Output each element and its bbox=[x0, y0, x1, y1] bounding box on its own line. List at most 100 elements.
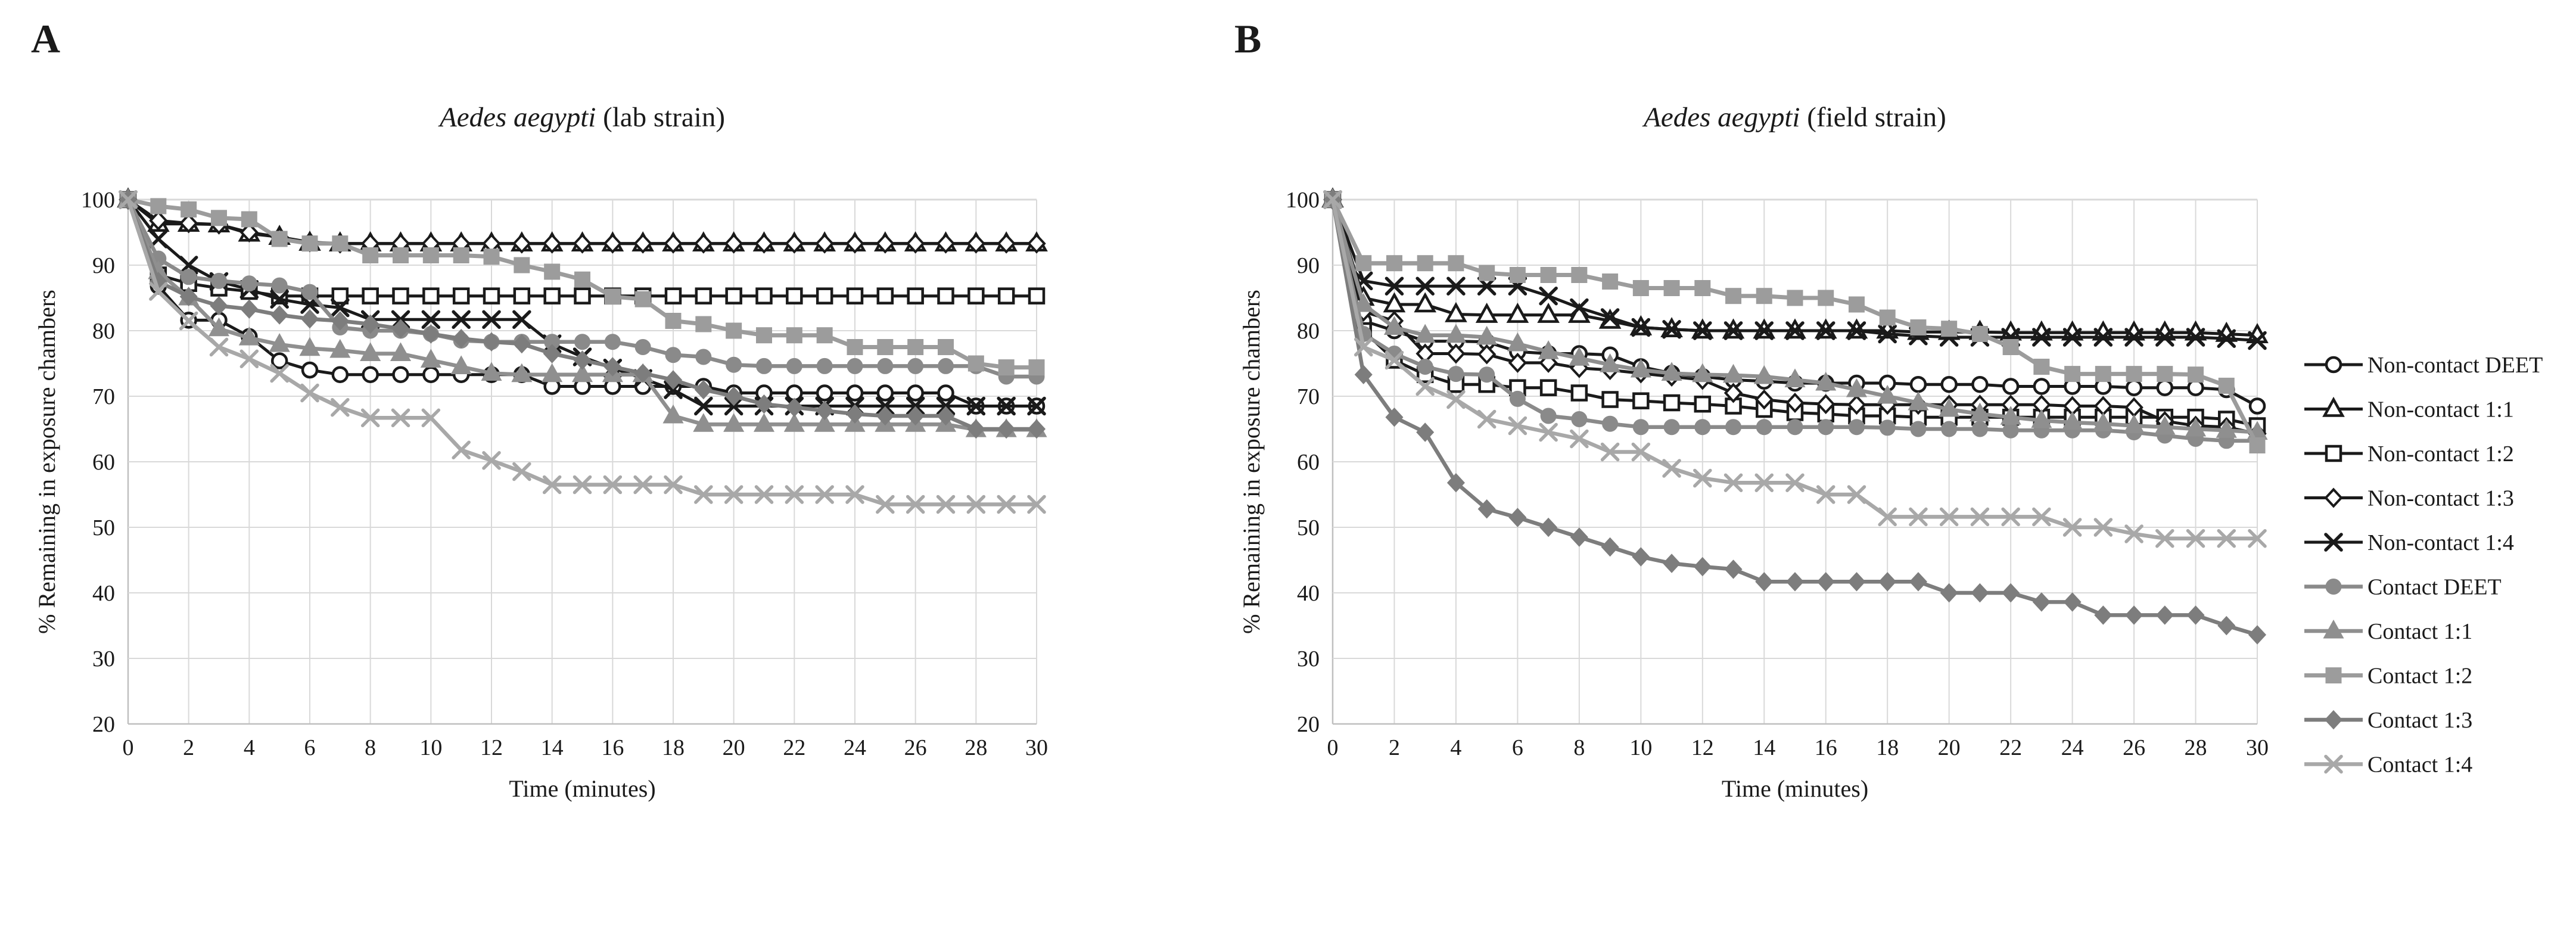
marker-x-contact-1-4 bbox=[1662, 459, 1681, 478]
marker-x-non-contact-1-4 bbox=[1754, 321, 1774, 340]
legend-entry-label: Non-contact 1:1 bbox=[2367, 397, 2514, 422]
marker-diamond-contact-1-3 bbox=[1940, 583, 1958, 603]
marker-x-non-contact-1-4 bbox=[1693, 321, 1712, 340]
legend-entry-label: Contact 1:4 bbox=[2367, 753, 2472, 778]
marker-square-contact-1-2 bbox=[332, 235, 349, 252]
marker-x-contact-1-4 bbox=[906, 495, 925, 514]
marker-triangle-contact-1-1 bbox=[1476, 325, 1498, 345]
marker-x-non-contact-1-4 bbox=[2217, 329, 2236, 348]
x-tick-label: 30 bbox=[2246, 735, 2269, 760]
marker-x-contact-1-4 bbox=[1508, 416, 1527, 436]
y-tick-label: 50 bbox=[1297, 515, 1320, 540]
marker-diamond-contact-1-3 bbox=[1477, 499, 1496, 519]
marker-x-contact-1-4 bbox=[482, 451, 501, 470]
marker-x-non-contact-1-4 bbox=[2248, 331, 2267, 350]
y-tick-label: 20 bbox=[1297, 712, 1320, 737]
marker-triangle-contact-1-1 bbox=[1722, 363, 1744, 383]
marker-diamond-contact-1-3 bbox=[937, 406, 955, 426]
marker-x-contact-1-4 bbox=[1354, 337, 1373, 357]
series-contact-1-3 bbox=[119, 189, 1046, 439]
marker-square-contact-1-2 bbox=[514, 257, 530, 273]
marker-triangle-contact-1-1 bbox=[2062, 411, 2083, 430]
marker-triangle-contact-1-1 bbox=[390, 342, 412, 361]
marker-diamond-non-contact-1-3 bbox=[239, 222, 259, 243]
marker-x-non-contact-1-4 bbox=[482, 310, 501, 329]
marker-triangle-contact-1-1 bbox=[208, 317, 230, 337]
marker-triangle-contact-1-1 bbox=[1753, 365, 1775, 384]
marker-x-non-contact-1-4 bbox=[331, 298, 350, 318]
marker-triangle-non-contact-1-1 bbox=[1445, 301, 1467, 322]
x-tick-label: 22 bbox=[1999, 735, 2022, 760]
marker-diamond-contact-1-3 bbox=[967, 419, 985, 439]
marker-diamond-non-contact-1-3 bbox=[997, 233, 1016, 254]
marker-square-contact-1-2 bbox=[181, 201, 197, 217]
marker-x-contact-1-4 bbox=[391, 408, 410, 428]
marker-square-contact-1-2 bbox=[1602, 273, 1619, 290]
marker-diamond-contact-1-3 bbox=[785, 397, 804, 417]
marker-x-contact-1-4 bbox=[2032, 507, 2051, 527]
marker-diamond-contact-1-3 bbox=[876, 406, 894, 426]
marker-triangle-contact-1-1 bbox=[1353, 293, 1374, 312]
marker-square-contact-1-2 bbox=[1971, 326, 1988, 342]
marker-triangle-contact-1-1 bbox=[1383, 316, 1405, 335]
marker-x-contact-1-4 bbox=[1477, 409, 1497, 429]
marker-circle-contact-deet bbox=[938, 358, 954, 374]
marker-square-contact-1-2 bbox=[665, 313, 682, 329]
x-axis-title: Time (minutes) bbox=[509, 775, 655, 802]
marker-diamond-contact-1-3 bbox=[210, 296, 228, 316]
marker-triangle-non-contact-1-1 bbox=[1475, 302, 1498, 323]
marker-triangle-contact-1-1 bbox=[450, 355, 472, 374]
marker-square-non-contact-1-2 bbox=[1028, 287, 1046, 304]
marker-diamond-contact-1-3 bbox=[816, 400, 834, 421]
marker-square-contact-1-2 bbox=[1448, 255, 1464, 272]
marker-diamond-contact-1-3 bbox=[1416, 422, 1435, 442]
marker-circle-non-contact-deet bbox=[2002, 378, 2020, 395]
marker-triangle-contact-1-1 bbox=[1600, 353, 1621, 372]
marker-x-contact-1-4 bbox=[1754, 473, 1774, 492]
marker-square-contact-1-2 bbox=[362, 247, 379, 263]
panel-title-species: Aedes aegypti bbox=[438, 102, 596, 133]
series-contact-1-2 bbox=[1324, 191, 2266, 453]
x-tick-label: 28 bbox=[2185, 735, 2207, 760]
x-tick-label: 4 bbox=[244, 735, 255, 760]
marker-diamond-non-contact-1-3 bbox=[815, 233, 834, 254]
y-tick-label: 90 bbox=[1297, 253, 1320, 278]
marker-circle-contact-deet bbox=[1540, 408, 1557, 424]
marker-diamond-contact-1-3 bbox=[634, 363, 652, 383]
marker-x-contact-1-4 bbox=[876, 495, 895, 514]
marker-x-contact-1-4 bbox=[1939, 507, 1959, 527]
marker-triangle-contact-1-1 bbox=[753, 413, 775, 432]
marker-circle-contact-deet bbox=[301, 284, 318, 300]
marker-diamond-contact-1-3 bbox=[694, 380, 713, 400]
marker-x-contact-1-4 bbox=[1909, 507, 1928, 527]
y-tick-label: 70 bbox=[92, 384, 115, 409]
legend-entry-label: Non-contact 1:3 bbox=[2367, 486, 2514, 511]
marker-x-contact-1-4 bbox=[1385, 350, 1404, 370]
marker-x-contact-1-4 bbox=[2093, 518, 2113, 537]
marker-square-contact-1-2 bbox=[393, 247, 409, 263]
marker-diamond-contact-1-3 bbox=[1816, 572, 1835, 592]
legend-entry-non-contact-1-2: Non-contact 1:2 bbox=[2304, 442, 2514, 467]
marker-diamond-contact-1-3 bbox=[2063, 592, 2082, 612]
marker-triangle-contact-1-1 bbox=[2000, 406, 2021, 425]
marker-circle-contact-deet bbox=[1571, 411, 1588, 427]
marker-diamond-contact-1-3 bbox=[361, 314, 379, 334]
marker-square-contact-1-2 bbox=[695, 316, 712, 332]
marker-circle-contact-deet bbox=[877, 358, 894, 374]
marker-x-contact-1-4 bbox=[1847, 485, 1866, 504]
marker-x-non-contact-1-4 bbox=[452, 310, 471, 329]
marker-circle-contact-deet bbox=[1910, 421, 1927, 437]
marker-x-non-contact-1-4 bbox=[2093, 328, 2113, 347]
marker-triangle-non-contact-1-1 bbox=[1414, 292, 1437, 313]
legend-entry-label: Non-contact 1:4 bbox=[2367, 530, 2514, 555]
marker-triangle-contact-1-1 bbox=[571, 363, 593, 383]
marker-square-contact-1-2 bbox=[1756, 288, 1772, 304]
marker-diamond-contact-1-3 bbox=[270, 305, 289, 325]
marker-square-contact-1-2 bbox=[967, 355, 984, 372]
marker-square-contact-1-2 bbox=[756, 327, 772, 344]
series-contact-1-4 bbox=[1323, 190, 2267, 548]
marker-diamond-contact-1-3 bbox=[1693, 557, 1712, 577]
x-axis-title: Time (minutes) bbox=[1722, 775, 1868, 802]
marker-diamond-non-contact-1-3 bbox=[149, 210, 168, 231]
